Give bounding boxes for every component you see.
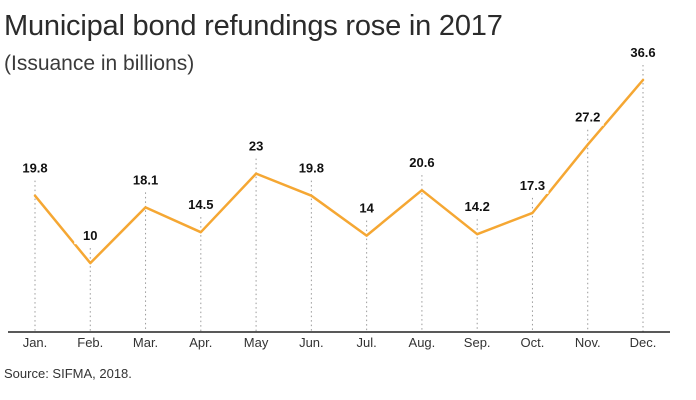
series-line-refundings [33, 78, 645, 265]
value-label-backing [240, 138, 273, 155]
drop-lines-group [34, 65, 644, 332]
x-tick-label-aug: Aug. [409, 335, 436, 350]
value-label-nov: 27.2 [575, 110, 600, 125]
value-label-jun: 19.8 [299, 161, 324, 176]
x-tick-label-jan: Jan. [23, 335, 48, 350]
x-tick-label-oct: Oct. [521, 335, 545, 350]
x-tick-label-mar: Mar. [133, 335, 158, 350]
x-tick-label-jun: Jun. [299, 335, 324, 350]
value-label-oct: 17.3 [520, 178, 545, 193]
x-tick-label-feb: Feb. [77, 335, 103, 350]
value-label-jan: 19.8 [22, 161, 47, 176]
x-tick-label-jul: Jul. [357, 335, 377, 350]
chart-title: Municipal bond refundings rose in 2017 [4, 10, 503, 42]
value-label-may: 23 [249, 139, 263, 154]
x-tick-label-sep: Sep. [464, 335, 491, 350]
x-tick-label-dec: Dec. [630, 335, 657, 350]
value-label-backing [74, 228, 107, 245]
value-label-backing [405, 155, 438, 172]
value-label-backing [627, 45, 659, 61]
value-label-jul: 14 [359, 201, 374, 216]
value-labels-group: 19.8 10 18.1 14.5 23 19.8 14 20.6 14.2 17.3 27.2 36… [19, 45, 659, 245]
x-tick-label-nov: Nov. [575, 335, 601, 350]
value-label-backing [184, 197, 217, 214]
value-label-backing [350, 200, 383, 217]
value-label-backing [461, 199, 494, 216]
x-tick-labels-group: Jan. Feb. Mar. Apr. May Jun. Jul. Aug. Sep. Oct. N… [23, 335, 657, 350]
value-label-mar: 18.1 [133, 172, 158, 187]
value-label-backing [571, 109, 604, 126]
chart-subtitle: (Issuance in billions) [4, 52, 195, 75]
source-note: Source: SIFMA, 2018. [4, 366, 132, 381]
x-tick-label-may: May [244, 335, 269, 350]
value-label-aug: 20.6 [409, 155, 434, 170]
value-label-backing [19, 160, 51, 177]
value-label-dec: 36.6 [630, 45, 655, 60]
x-tick-label-apr: Apr. [189, 335, 212, 350]
value-label-backing [129, 172, 162, 189]
value-label-sep: 14.2 [465, 199, 490, 214]
value-label-backing [516, 177, 549, 194]
value-label-apr: 14.5 [188, 197, 213, 212]
value-label-backing [295, 160, 328, 177]
value-label-feb: 10 [83, 228, 97, 243]
